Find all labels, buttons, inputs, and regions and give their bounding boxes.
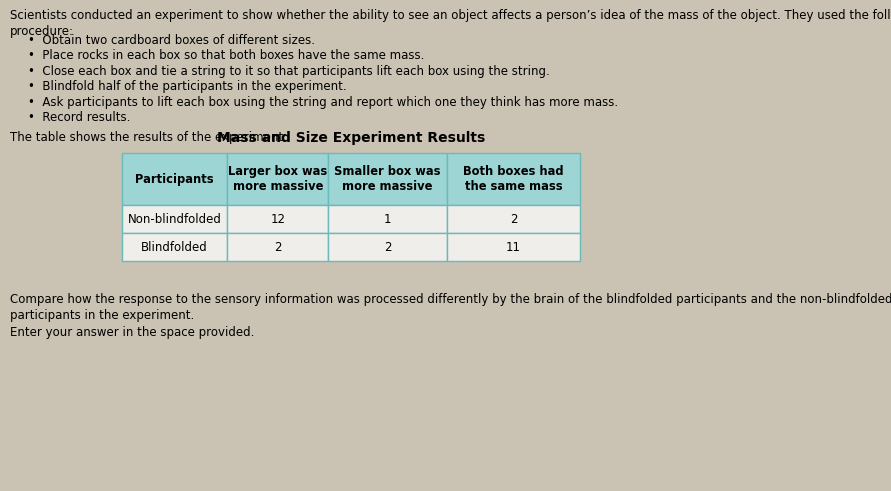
Text: Enter your answer in the space provided.: Enter your answer in the space provided. xyxy=(10,326,254,339)
Text: 2: 2 xyxy=(384,241,391,254)
Text: 2: 2 xyxy=(510,213,518,226)
Text: •  Obtain two cardboard boxes of different sizes.: • Obtain two cardboard boxes of differen… xyxy=(28,34,315,47)
Text: procedure:: procedure: xyxy=(10,25,74,37)
Text: Larger box was
more massive: Larger box was more massive xyxy=(228,165,327,193)
Bar xyxy=(447,205,580,233)
Text: 2: 2 xyxy=(274,241,282,254)
Bar xyxy=(328,233,447,261)
Bar xyxy=(328,205,447,233)
Text: Scientists conducted an experiment to show whether the ability to see an object : Scientists conducted an experiment to sh… xyxy=(10,9,891,22)
Text: •  Record results.: • Record results. xyxy=(28,111,130,124)
Text: Non-blindfolded: Non-blindfolded xyxy=(127,213,222,226)
Text: •  Close each box and tie a string to it so that participants lift each box usin: • Close each box and tie a string to it … xyxy=(28,65,550,78)
Text: The table shows the results of the experiment.: The table shows the results of the exper… xyxy=(10,132,287,144)
Text: •  Blindfold half of the participants in the experiment.: • Blindfold half of the participants in … xyxy=(28,81,347,93)
Bar xyxy=(328,153,447,205)
Text: •  Ask participants to lift each box using the string and report which one they : • Ask participants to lift each box usin… xyxy=(28,96,618,109)
Text: Blindfolded: Blindfolded xyxy=(142,241,208,254)
Text: Mass and Size Experiment Results: Mass and Size Experiment Results xyxy=(217,131,485,145)
Text: Participants: Participants xyxy=(135,173,214,186)
Bar xyxy=(447,153,580,205)
Bar xyxy=(447,233,580,261)
Bar xyxy=(122,153,227,205)
Text: 11: 11 xyxy=(506,241,521,254)
Bar xyxy=(227,205,328,233)
Text: Compare how the response to the sensory information was processed differently by: Compare how the response to the sensory … xyxy=(10,293,891,306)
Text: •  Place rocks in each box so that both boxes have the same mass.: • Place rocks in each box so that both b… xyxy=(28,49,424,62)
Bar xyxy=(122,205,227,233)
Bar xyxy=(122,233,227,261)
Text: 12: 12 xyxy=(270,213,285,226)
Text: Smaller box was
more massive: Smaller box was more massive xyxy=(334,165,441,193)
Text: Both boxes had
the same mass: Both boxes had the same mass xyxy=(463,165,564,193)
Text: participants in the experiment.: participants in the experiment. xyxy=(10,309,194,322)
Bar xyxy=(227,153,328,205)
Bar xyxy=(227,233,328,261)
Text: 1: 1 xyxy=(384,213,391,226)
